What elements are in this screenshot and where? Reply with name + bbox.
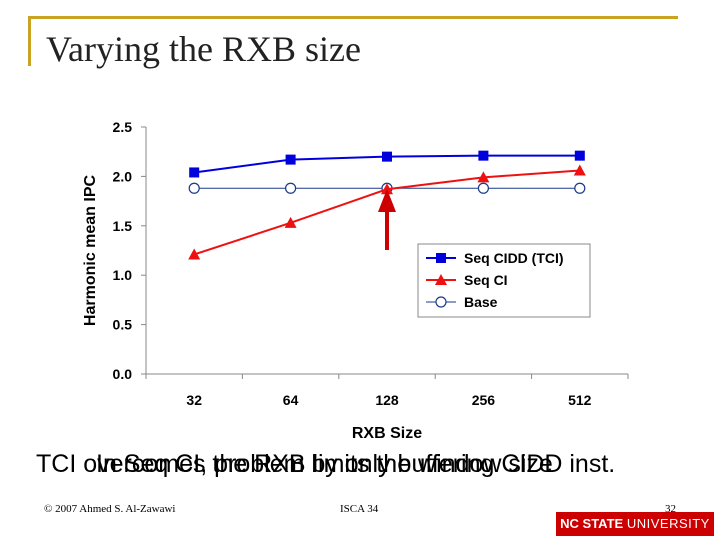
annotation-arrow-head bbox=[378, 189, 396, 212]
data-point-square bbox=[574, 150, 585, 161]
y-tick-label: 2.5 bbox=[113, 119, 133, 135]
legend-label: Base bbox=[464, 294, 498, 310]
slide-title: Varying the RXB size bbox=[46, 29, 361, 69]
data-point-circle bbox=[574, 182, 586, 194]
legend-marker-triangle bbox=[435, 274, 447, 285]
data-point-square bbox=[478, 150, 489, 161]
x-tick-label: 512 bbox=[568, 392, 592, 408]
legend-label: Seq CIDD (TCI) bbox=[464, 250, 564, 266]
data-point-circle bbox=[285, 182, 297, 194]
caption-line-2: In Seq CI, problem by only buffering CID… bbox=[96, 450, 616, 478]
footer-copyright: © 2007 Ahmed S. Al-Zawawi bbox=[44, 503, 176, 515]
y-tick-label: 0.5 bbox=[113, 317, 133, 333]
legend-marker-circle bbox=[435, 296, 447, 308]
brand-bold: NC STATE bbox=[560, 516, 624, 531]
university-logo: NC STATE UNIVERSITY bbox=[556, 512, 714, 536]
data-point-triangle bbox=[284, 216, 297, 228]
x-tick-label: 256 bbox=[472, 392, 496, 408]
x-tick-label: 32 bbox=[186, 392, 202, 408]
y-tick-label: 0.0 bbox=[113, 366, 133, 382]
data-point-square bbox=[382, 151, 392, 162]
x-axis-label: RXB Size bbox=[352, 425, 422, 442]
legend-marker-square bbox=[436, 253, 446, 263]
title-rule bbox=[28, 16, 678, 19]
data-point-square bbox=[285, 154, 296, 165]
y-tick-label: 1.5 bbox=[113, 218, 133, 234]
x-tick-label: 128 bbox=[375, 392, 399, 408]
title-rule-left bbox=[28, 16, 31, 66]
legend-label: Seq CI bbox=[464, 272, 508, 288]
x-tick-label: 64 bbox=[283, 392, 299, 408]
data-point-circle bbox=[477, 182, 489, 194]
data-point-triangle bbox=[477, 171, 490, 183]
y-tick-label: 1.0 bbox=[113, 267, 133, 283]
footer-venue: ISCA 34 bbox=[340, 503, 379, 515]
footer-page-number: 32 bbox=[665, 503, 676, 515]
caption-line-1: TCI overcomes the RXB limits the window … bbox=[36, 450, 553, 478]
y-tick-label: 2.0 bbox=[113, 168, 133, 184]
data-point-square bbox=[189, 167, 200, 178]
y-axis-label: Harmonic mean IPC bbox=[82, 174, 99, 326]
caption-block: TCI overcomes the RXB limits the window … bbox=[0, 450, 720, 484]
data-point-triangle bbox=[188, 248, 201, 260]
data-point-circle bbox=[188, 182, 200, 194]
data-point-triangle bbox=[573, 164, 586, 176]
data-point-triangle bbox=[381, 183, 393, 195]
brand-regular: UNIVERSITY bbox=[626, 516, 710, 531]
